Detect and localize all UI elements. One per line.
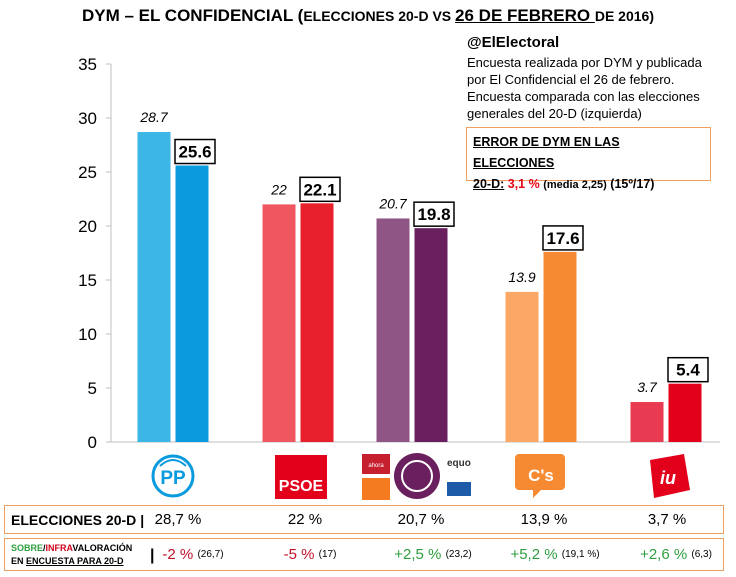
title-part-1: DYM – EL CONFIDENCIAL ( <box>81 6 304 25</box>
deviation-cell-psoe: -5 % (17) <box>283 546 337 563</box>
y-tick-label: 30 <box>78 109 97 128</box>
cs-logo: C's <box>515 454 565 498</box>
title-part-2: ELECCIONES 20-D VS <box>303 8 456 24</box>
error-box: ERROR DE DYM EN LAS ELECCIONES 20-D: 3,1… <box>466 127 711 191</box>
equo-logo-text: equo <box>447 458 471 469</box>
psoe-logo: PSOE <box>275 455 327 499</box>
results-cell-iu: 3,7 % <box>647 511 687 528</box>
chart-title: DYM – EL CONFIDENCIAL (ELECCIONES 20-D V… <box>0 6 736 26</box>
data-label-election: 22 <box>270 181 287 197</box>
data-label-poll: 17.6 <box>546 229 579 248</box>
data-label-election: 28.7 <box>139 109 168 125</box>
bar-poll-podemos <box>414 228 448 442</box>
bar-chart: 0 5 10 15 20 25 30 35 28.7 25.6 22 22.1 20.7 19.8 13.… <box>78 55 720 500</box>
iu-logo-text: iu <box>660 468 676 488</box>
results-cell-cs: 13,9 % <box>520 511 568 528</box>
bar-poll-pp <box>175 165 209 442</box>
bar-election-pp <box>137 132 171 443</box>
title-part-4: DE 2016) <box>594 8 654 24</box>
data-label-election: 3.7 <box>637 379 658 395</box>
data-label-poll: 22.1 <box>303 180 336 199</box>
data-label-election: 13.9 <box>508 269 535 285</box>
bar-poll-iu <box>668 383 702 442</box>
pp-logo: PP <box>151 454 195 498</box>
info-line: por El Confidencial el 26 de febrero. <box>467 72 675 87</box>
iu-logo: iu <box>650 454 690 498</box>
info-block: @ElElectoral Encuesta realizada por DYM … <box>467 34 729 122</box>
bar-election-podemos <box>376 218 410 442</box>
data-label-election: 20.7 <box>378 195 407 211</box>
results-cell-psoe: 22 % <box>287 511 323 528</box>
info-line: generales del 20-D (izquierda) <box>467 106 642 121</box>
psoe-logo-text: PSOE <box>279 478 324 495</box>
data-label-poll: 25.6 <box>178 143 211 162</box>
results-row-label: ELECCIONES 20-D | <box>11 511 145 528</box>
title-part-3: 26 DE FEBRERO <box>455 6 595 25</box>
twitter-handle: @ElElectoral <box>467 34 560 51</box>
y-tick-label: 15 <box>78 271 97 290</box>
results-cell-podemos: 20,7 % <box>397 511 445 528</box>
pp-logo-text: PP <box>160 468 186 489</box>
y-tick-label: 25 <box>78 163 97 182</box>
results-row: ELECCIONES 20-D | 28,7 % 22 % 20,7 % 13,9… <box>4 505 724 534</box>
podemos-logo: ahora equo <box>362 453 471 500</box>
data-label-poll-box <box>174 138 216 165</box>
deviation-separator: | <box>150 547 155 564</box>
error-box-detail: 20-D: 3,1 % (media 2,25) (15º/17) <box>473 174 704 196</box>
bar-election-iu <box>630 402 664 442</box>
error-box-election: 20-D: <box>473 177 505 191</box>
data-label-poll: 5.4 <box>676 361 700 380</box>
error-box-average: (media 2,25) <box>543 179 607 191</box>
bar-poll-cs <box>543 251 577 442</box>
y-tick-label: 5 <box>88 379 97 398</box>
deviation-row: SOBRE/INFRAVALORACIÓN EN ENCUESTA PARA 2… <box>4 538 724 571</box>
y-tick-label: 35 <box>78 55 97 74</box>
data-label-poll-box <box>299 176 341 203</box>
results-cell-pp: 28,7 % <box>154 511 202 528</box>
data-label-poll-box <box>667 356 709 383</box>
deviation-cell-iu: +2,6 % (6,3) <box>640 546 712 563</box>
bar-election-cs <box>505 291 539 442</box>
bar-poll-psoe <box>300 203 334 442</box>
deviation-cell-podemos: +2,5 % (23,2) <box>394 546 472 563</box>
data-label-poll: 19.8 <box>417 205 450 224</box>
deviation-row-label: SOBRE/INFRAVALORACIÓN EN ENCUESTA PARA 2… <box>11 543 133 566</box>
y-tick-label: 0 <box>88 433 97 452</box>
error-box-title: ERROR DE DYM EN LAS ELECCIONES <box>473 135 620 170</box>
error-box-rank: (15º/17) <box>610 177 655 191</box>
error-box-value: 3,1 % <box>507 177 540 191</box>
data-label-poll-box <box>413 201 455 227</box>
deviation-cell-cs: +5,2 % (19,1 %) <box>510 546 600 563</box>
bar-election-psoe <box>262 204 296 442</box>
cs-logo-text: C's <box>528 466 554 485</box>
data-label-poll-box <box>542 225 584 251</box>
svg-text:ahora: ahora <box>368 463 384 469</box>
info-line: Encuesta comparada con las elecciones <box>467 89 700 104</box>
info-line: Encuesta realizada por DYM y publicada <box>467 55 702 70</box>
y-tick-label: 20 <box>78 217 97 236</box>
y-tick-label: 10 <box>78 325 97 344</box>
deviation-cell-pp: -2 % (26,7) <box>162 546 224 563</box>
